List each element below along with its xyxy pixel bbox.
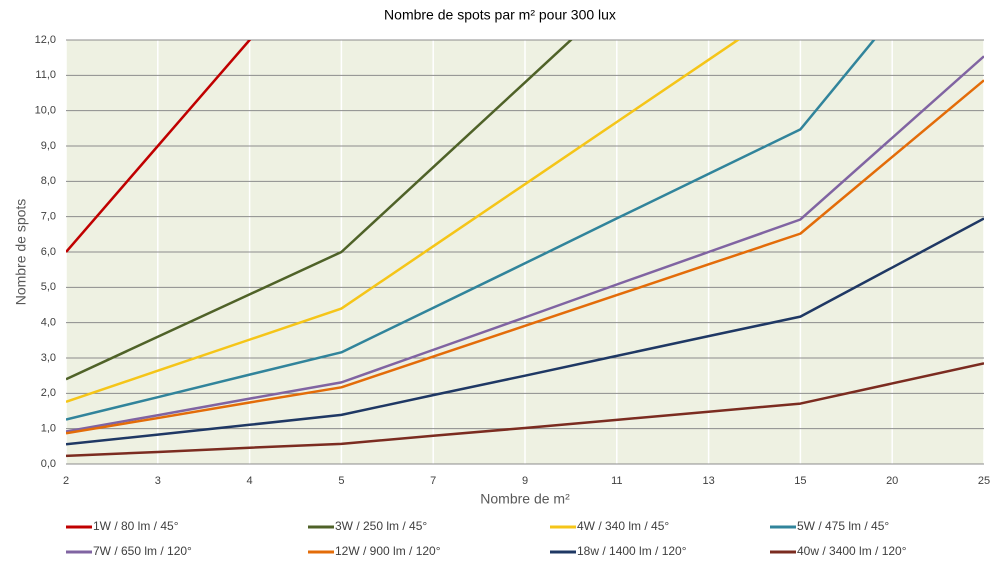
y-tick-label: 8,0 xyxy=(41,175,56,187)
x-tick-label: 5 xyxy=(338,475,344,487)
x-tick-label: 11 xyxy=(611,475,622,487)
x-tick-label: 9 xyxy=(522,475,528,487)
legend-label: 12W / 900 lm / 120° xyxy=(335,544,441,558)
series-line xyxy=(66,55,984,433)
y-tick-label: 12,0 xyxy=(35,34,56,46)
x-tick-label: 7 xyxy=(430,475,436,487)
legend-label: 1W / 80 lm / 45° xyxy=(93,519,179,533)
y-tick-label: 2,0 xyxy=(41,387,56,399)
legend-label: 5W / 475 lm / 45° xyxy=(797,519,889,533)
legend-label: 4W / 340 lm / 45° xyxy=(577,519,669,533)
x-tick-label: 13 xyxy=(702,475,714,487)
y-tick-label: 7,0 xyxy=(41,211,56,223)
legend-label: 3W / 250 lm / 45° xyxy=(335,519,427,533)
x-tick-label: 25 xyxy=(978,475,990,487)
x-tick-label: 2 xyxy=(63,475,69,487)
y-tick-label: 4,0 xyxy=(41,317,56,329)
y-tick-label: 5,0 xyxy=(41,281,56,293)
x-tick-label: 20 xyxy=(886,475,898,487)
series-line xyxy=(66,40,741,403)
y-tick-label: 6,0 xyxy=(41,246,56,258)
chart-title: Nombre de spots par m² pour 300 lux xyxy=(384,7,616,23)
x-tick-label: 4 xyxy=(247,475,253,487)
y-tick-label: 10,0 xyxy=(35,105,56,117)
y-tick-label: 11,0 xyxy=(35,69,56,81)
series-line xyxy=(66,40,876,421)
x-tick-label: 15 xyxy=(794,475,806,487)
y-tick-label: 3,0 xyxy=(41,352,56,364)
y-tick-label: 1,0 xyxy=(41,423,56,435)
y-tick-label: 9,0 xyxy=(41,140,56,152)
x-tick-label: 3 xyxy=(155,475,161,487)
series-line xyxy=(66,79,984,435)
series-line xyxy=(66,362,984,458)
series-line xyxy=(66,40,573,381)
x-axis-title: Nombre de m² xyxy=(480,491,570,507)
legend-label: 18w / 1400 lm / 120° xyxy=(577,544,687,558)
legend-label: 40w / 3400 lm / 120° xyxy=(797,544,907,558)
series-line xyxy=(66,40,252,253)
y-axis-title: Nombre de spots xyxy=(13,199,29,306)
y-tick-label: 0,0 xyxy=(41,458,56,470)
legend-label: 7W / 650 lm / 120° xyxy=(93,544,192,558)
plot-lines xyxy=(66,40,984,458)
series-line xyxy=(66,217,984,446)
